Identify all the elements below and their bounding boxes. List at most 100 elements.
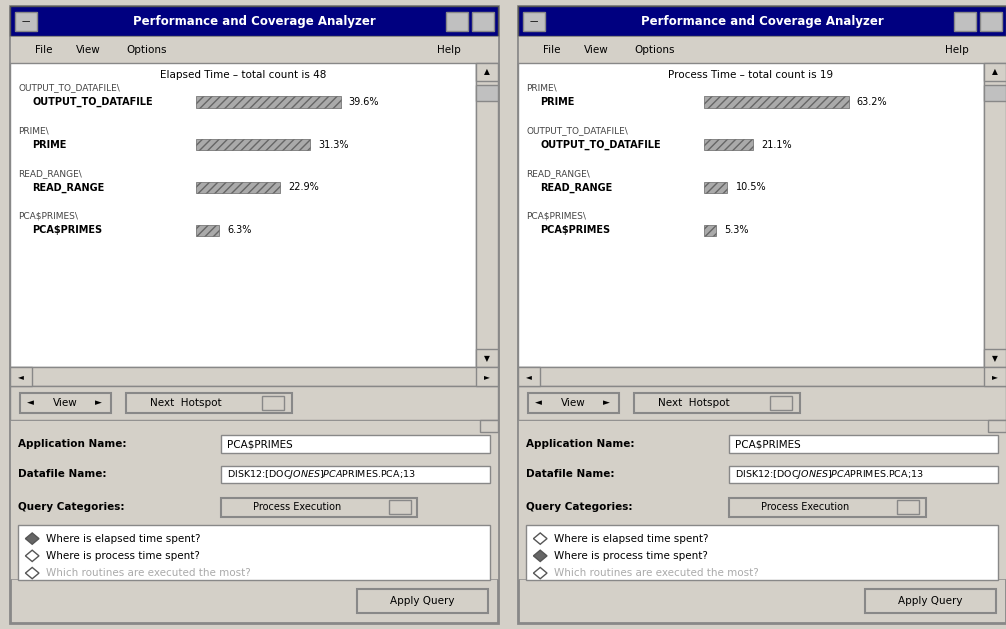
Text: READ_RANGE\: READ_RANGE\ (526, 169, 590, 178)
FancyBboxPatch shape (523, 12, 545, 31)
Text: OUTPUT_TO_DATAFILE\: OUTPUT_TO_DATAFILE\ (18, 84, 120, 92)
Text: View: View (561, 398, 585, 408)
FancyBboxPatch shape (221, 498, 417, 516)
Text: Elapsed Time – total count is 48: Elapsed Time – total count is 48 (160, 70, 326, 81)
Text: Next  Hotspot: Next Hotspot (658, 398, 730, 408)
Text: Apply Query: Apply Query (390, 596, 455, 606)
FancyBboxPatch shape (446, 12, 468, 31)
FancyBboxPatch shape (476, 349, 498, 367)
FancyBboxPatch shape (518, 420, 1006, 579)
Text: Options: Options (127, 45, 167, 55)
FancyBboxPatch shape (10, 420, 498, 579)
Text: ◄: ◄ (535, 399, 541, 408)
Text: PCA$PRIMES\: PCA$PRIMES\ (18, 212, 78, 221)
Text: ►: ► (484, 372, 490, 381)
Text: PRIME\: PRIME\ (18, 126, 48, 135)
Text: Where is elapsed time spent?: Where is elapsed time spent? (46, 533, 201, 543)
FancyBboxPatch shape (10, 367, 32, 386)
FancyBboxPatch shape (357, 589, 488, 613)
Text: Datafile Name:: Datafile Name: (526, 469, 615, 479)
Text: PRIME\: PRIME\ (526, 84, 556, 92)
Polygon shape (533, 533, 547, 544)
Text: Query Categories:: Query Categories: (18, 502, 125, 512)
FancyBboxPatch shape (984, 63, 1006, 81)
Text: Process Execution: Process Execution (253, 502, 341, 512)
Text: Help: Help (946, 45, 969, 55)
Text: Where is process time spent?: Where is process time spent? (46, 551, 200, 561)
FancyBboxPatch shape (954, 12, 976, 31)
FancyBboxPatch shape (729, 435, 998, 453)
Text: ◄: ◄ (18, 372, 24, 381)
Text: Options: Options (635, 45, 675, 55)
Text: Where is elapsed time spent?: Where is elapsed time spent? (554, 533, 709, 543)
Text: Datafile Name:: Datafile Name: (18, 469, 107, 479)
Text: ▲: ▲ (992, 67, 998, 76)
Text: DISK12:[DOC$JONES]PCA$PRIMES.PCA;13: DISK12:[DOC$JONES]PCA$PRIMES.PCA;13 (735, 468, 925, 481)
Text: Process Execution: Process Execution (761, 502, 849, 512)
FancyBboxPatch shape (221, 465, 490, 483)
FancyBboxPatch shape (10, 386, 498, 420)
Text: READ_RANGE\: READ_RANGE\ (18, 169, 81, 178)
Text: READ_RANGE: READ_RANGE (540, 182, 613, 192)
FancyBboxPatch shape (704, 139, 753, 150)
Text: 21.1%: 21.1% (762, 140, 792, 150)
Text: 6.3%: 6.3% (227, 225, 252, 235)
FancyBboxPatch shape (865, 589, 996, 613)
FancyBboxPatch shape (476, 367, 498, 386)
Text: Next  Hotspot: Next Hotspot (150, 398, 222, 408)
Text: Help: Help (438, 45, 461, 55)
FancyBboxPatch shape (988, 420, 1006, 431)
FancyBboxPatch shape (10, 367, 498, 386)
Text: Query Categories:: Query Categories: (526, 502, 633, 512)
Text: PCA$PRIMES: PCA$PRIMES (32, 225, 103, 235)
Text: View: View (583, 45, 609, 55)
Text: PCA$PRIMES: PCA$PRIMES (735, 439, 801, 449)
Text: ◄: ◄ (27, 399, 33, 408)
Text: File: File (35, 45, 53, 55)
Text: PCA$PRIMES\: PCA$PRIMES\ (526, 212, 586, 221)
Text: ▼: ▼ (992, 353, 998, 362)
Text: Which routines are executed the most?: Which routines are executed the most? (554, 568, 760, 578)
Text: OUTPUT_TO_DATAFILE: OUTPUT_TO_DATAFILE (540, 140, 661, 150)
Text: 22.9%: 22.9% (288, 182, 319, 192)
Text: READ_RANGE: READ_RANGE (32, 182, 105, 192)
FancyBboxPatch shape (518, 386, 1006, 420)
FancyBboxPatch shape (476, 85, 498, 101)
FancyBboxPatch shape (984, 85, 1006, 101)
FancyBboxPatch shape (518, 6, 1006, 623)
FancyBboxPatch shape (897, 500, 919, 514)
Text: 10.5%: 10.5% (735, 182, 767, 192)
Text: Where is process time spent?: Where is process time spent? (554, 551, 708, 561)
FancyBboxPatch shape (984, 349, 1006, 367)
Text: File: File (543, 45, 561, 55)
Text: —: — (530, 17, 538, 26)
Text: ►: ► (992, 372, 998, 381)
Text: 5.3%: 5.3% (724, 225, 748, 235)
FancyBboxPatch shape (770, 396, 792, 410)
Text: Performance and Coverage Analyzer: Performance and Coverage Analyzer (641, 15, 883, 28)
Text: ▼: ▼ (484, 353, 490, 362)
FancyBboxPatch shape (10, 63, 476, 367)
FancyBboxPatch shape (729, 498, 926, 516)
FancyBboxPatch shape (20, 392, 111, 413)
FancyBboxPatch shape (704, 182, 727, 193)
FancyBboxPatch shape (196, 139, 310, 150)
Text: OUTPUT_TO_DATAFILE\: OUTPUT_TO_DATAFILE\ (526, 126, 628, 135)
FancyBboxPatch shape (526, 525, 998, 580)
Text: Performance and Coverage Analyzer: Performance and Coverage Analyzer (133, 15, 375, 28)
FancyBboxPatch shape (984, 63, 1006, 367)
Polygon shape (25, 533, 39, 544)
FancyBboxPatch shape (984, 367, 1006, 386)
FancyBboxPatch shape (221, 435, 490, 453)
Polygon shape (25, 550, 39, 562)
FancyBboxPatch shape (704, 96, 849, 108)
FancyBboxPatch shape (518, 367, 540, 386)
Text: ►: ► (96, 399, 102, 408)
Polygon shape (533, 567, 547, 579)
Text: PRIME: PRIME (540, 97, 574, 107)
FancyBboxPatch shape (15, 12, 37, 31)
Text: 39.6%: 39.6% (349, 97, 379, 107)
Text: OUTPUT_TO_DATAFILE: OUTPUT_TO_DATAFILE (32, 97, 153, 107)
FancyBboxPatch shape (518, 6, 1006, 36)
FancyBboxPatch shape (18, 525, 490, 580)
